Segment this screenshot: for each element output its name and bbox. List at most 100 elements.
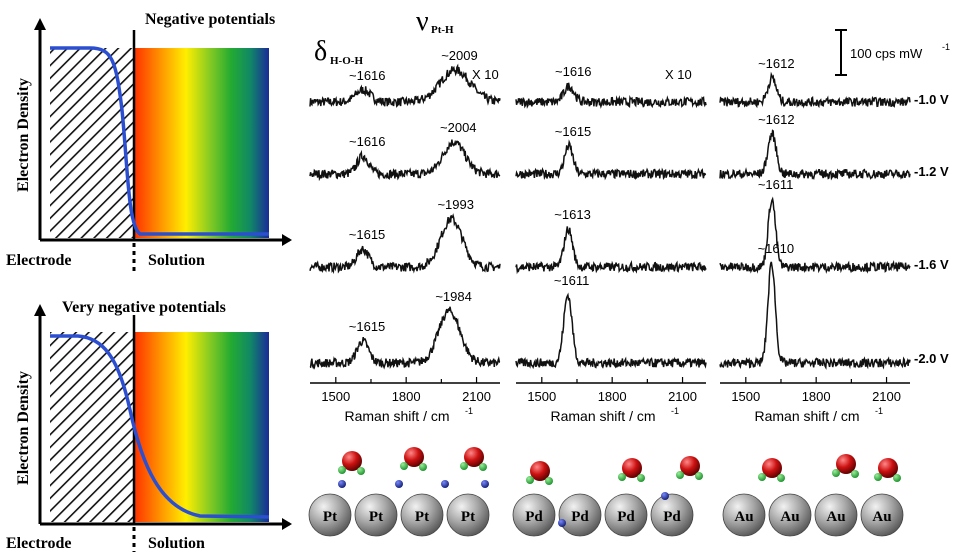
peak-label: ~1616 [349, 134, 386, 149]
potential-label: -1.6 V [914, 257, 949, 272]
spectrum-line [719, 196, 911, 274]
metal-atom-label: Pt [369, 509, 383, 525]
metal-atom-label: Au [872, 509, 891, 525]
spectrum-line [515, 226, 707, 275]
oxygen-atom [622, 458, 642, 478]
spectra-panel-pt: 1500 1800 2100 Raman shift / cm -1 ~1616 ~2009… [309, 48, 501, 424]
peak-label: ~1993 [437, 197, 474, 212]
delta-subscript: H-O-H [330, 55, 363, 67]
electron-density-curve [50, 46, 269, 236]
metal-atom-label: Au [780, 509, 799, 525]
x-tick-label: 1800 [392, 389, 421, 404]
oxygen-atom [878, 458, 898, 478]
metal-atom-label: Pt [415, 509, 429, 525]
x-axis-label-exponent: -1 [671, 406, 679, 416]
scale-bar-label: 100 cps mW [850, 46, 923, 61]
metal-atom-label: Pd [663, 509, 681, 525]
oxygen-atom [530, 461, 550, 481]
spectrum-line [515, 292, 707, 370]
adsorbed-hydrogen-atom [395, 480, 403, 488]
x-axis-arrow [282, 234, 292, 246]
metal-atom [512, 493, 556, 537]
potential-label: -2.0 V [914, 351, 949, 366]
x-tick-label: 1800 [802, 389, 831, 404]
peak-label: ~1610 [758, 241, 795, 256]
spectrum-line [719, 71, 911, 109]
metal-atom-label: Au [734, 509, 753, 525]
x-axis-label: Raman shift / cm [344, 408, 449, 424]
electrode-label: Electrode [6, 535, 71, 552]
adsorbed-hydrogen-atom [661, 492, 669, 500]
oxygen-atom [464, 447, 484, 467]
nu-subscript: Pt-H [431, 24, 454, 36]
electron-density-curve [50, 334, 270, 519]
solution-gradient [135, 332, 269, 522]
solution-label: Solution [148, 252, 205, 269]
spectrum-line [515, 82, 707, 109]
hydrogen-atom [832, 469, 840, 477]
metal-atom-label: Pt [323, 509, 337, 525]
hydrogen-atom [460, 462, 468, 470]
nu-symbol: ν [416, 6, 429, 37]
adsorbed-hydrogen-atom [441, 480, 449, 488]
scale-bar-exponent: -1 [942, 42, 950, 52]
hydrogen-atom [874, 473, 882, 481]
spectra-panel-au: 1500 1800 2100 Raman shift / cm -1 ~1612 ~1612… [719, 56, 911, 424]
hydrogen-atom [419, 463, 427, 471]
metal-atom-label: Pd [571, 509, 589, 525]
hydrogen-atom [526, 476, 534, 484]
metal-atom [446, 493, 490, 537]
density-diagram-very-negative: Very negative potentials Electron Densit… [6, 299, 292, 552]
hydrogen-atom [338, 466, 346, 474]
electrode-hatch [50, 48, 134, 238]
x-tick-label: 1500 [527, 389, 556, 404]
scale-bar: 100 cps mW -1 [835, 29, 950, 76]
x-tick-label: 1500 [321, 389, 350, 404]
spectrum-line [515, 139, 707, 181]
surface-pt: Pt Pt Pt Pt [308, 447, 490, 537]
x-axis-arrow [282, 518, 292, 530]
raman-spectra: 1500 1800 2100 Raman shift / cm -1 ~1616 ~2009… [309, 48, 911, 424]
hydrogen-atom [676, 471, 684, 479]
adsorbed-hydrogen-atom [558, 519, 566, 527]
solution-label: Solution [148, 535, 205, 552]
hydrogen-atom [758, 473, 766, 481]
x-tick-label: 2100 [462, 389, 491, 404]
adsorbed-hydrogen-atom [481, 480, 489, 488]
diagram-title: Negative potentials [145, 11, 275, 28]
peak-label: ~1615 [555, 124, 592, 139]
metal-atom [650, 493, 694, 537]
peak-label: ~1616 [555, 64, 592, 79]
peak-label: ~1615 [349, 319, 386, 334]
peak-label: ~1615 [349, 227, 386, 242]
peak-label: ~1612 [758, 112, 795, 127]
peak-label: ~1984 [435, 289, 472, 304]
x-tick-label: 1500 [731, 389, 760, 404]
adsorbed-hydrogen-atom [338, 480, 346, 488]
peak-label: ~2004 [440, 120, 477, 135]
spectrum-line [719, 129, 911, 181]
x-tick-label: 2100 [668, 389, 697, 404]
surface-pd: Pd Pd Pd Pd [512, 456, 703, 537]
electrode-hatch [50, 332, 134, 522]
metal-atom-label: Au [826, 509, 845, 525]
hydrogen-atom [777, 474, 785, 482]
y-axis-arrow [34, 18, 46, 30]
potential-label: -1.2 V [914, 164, 949, 179]
surface-au: Au Au Au Au [722, 454, 904, 537]
metal-atom [308, 493, 352, 537]
spectrum-line [309, 63, 501, 108]
diagram-title: Very negative potentials [62, 299, 226, 316]
peak-label: ~1611 [554, 273, 590, 288]
metal-atom-label: Pt [461, 509, 475, 525]
peak-label: ~1611 [758, 177, 794, 192]
hydrogen-atom [695, 472, 703, 480]
spectrum-line [309, 306, 501, 370]
y-axis-label: Electron Density [15, 371, 32, 485]
peak-label: ~1613 [554, 207, 591, 222]
metal-atom [768, 493, 812, 537]
spectrum-line [309, 139, 501, 182]
metal-atom [722, 493, 766, 537]
metal-atom-label: Pd [617, 509, 635, 525]
